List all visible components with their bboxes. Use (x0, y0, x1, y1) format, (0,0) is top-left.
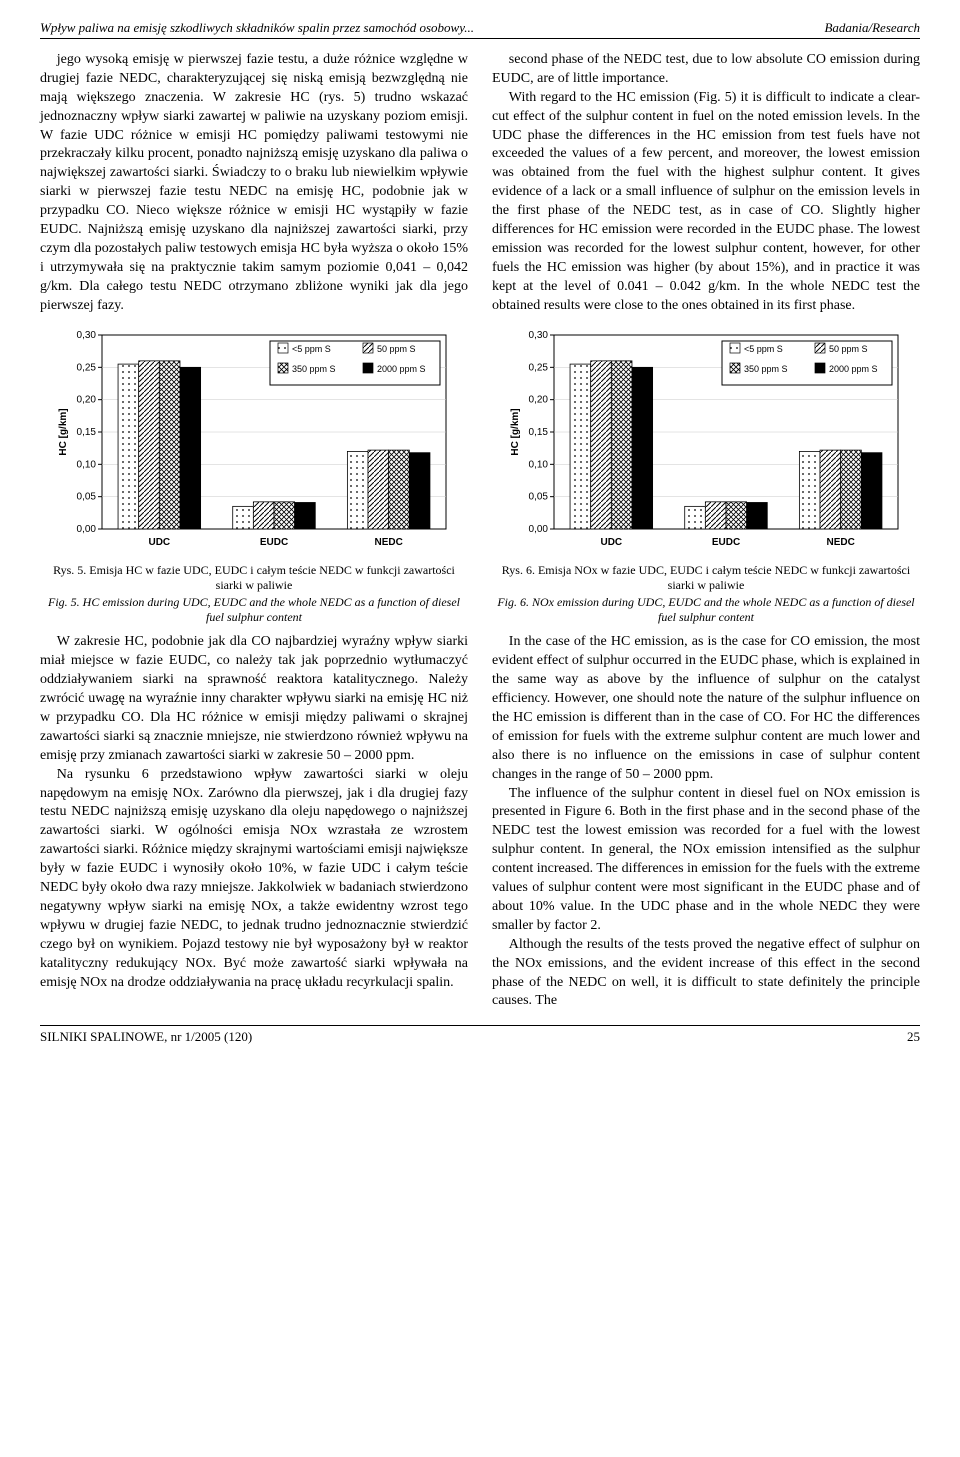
fig6-caption-en: Fig. 6. NOx emission during UDC, EUDC an… (492, 595, 920, 625)
svg-text:350 ppm S: 350 ppm S (744, 364, 788, 374)
svg-text:0,30: 0,30 (529, 330, 549, 341)
left-column: jego wysoką emisję w pierwszej fazie tes… (40, 51, 468, 1011)
page-footer: SILNIKI SPALINOWE, nr 1/2005 (120) 25 (40, 1025, 920, 1045)
svg-text:0,20: 0,20 (77, 395, 97, 406)
svg-text:2000 ppm S: 2000 ppm S (377, 364, 426, 374)
svg-text:UDC: UDC (600, 537, 622, 548)
svg-text:<5 ppm S: <5 ppm S (292, 344, 331, 354)
right-para-3: In the case of the HC emission, as is th… (492, 633, 920, 784)
svg-text:HC [g/km]: HC [g/km] (58, 409, 69, 456)
svg-text:0,20: 0,20 (529, 395, 549, 406)
svg-text:350 ppm S: 350 ppm S (292, 364, 336, 374)
left-para-2: W zakresie HC, podobnie jak dla CO najba… (40, 633, 468, 765)
svg-text:0,05: 0,05 (77, 492, 97, 503)
svg-text:NEDC: NEDC (826, 537, 854, 548)
svg-text:EUDC: EUDC (260, 537, 288, 548)
figure-5-caption: Rys. 5. Emisja HC w fazie UDC, EUDC i ca… (40, 563, 468, 625)
svg-text:50 ppm S: 50 ppm S (377, 344, 416, 354)
hc-chart-svg: 0,00 0,05 0,10 0,15 0,20 0,25 0,30 HC [g/km] UDC… (54, 327, 454, 557)
right-para-4: The influence of the sulphur content in … (492, 785, 920, 936)
svg-text:2000 ppm S: 2000 ppm S (829, 364, 878, 374)
figure-6-chart: 0,00 0,05 0,10 0,15 0,20 0,25 0,30 HC [g/km] UDC… (492, 327, 920, 557)
svg-text:NEDC: NEDC (374, 537, 402, 548)
svg-text:<5 ppm S: <5 ppm S (744, 344, 783, 354)
svg-text:0,00: 0,00 (77, 524, 97, 535)
fig5-caption-pl: Rys. 5. Emisja HC w fazie UDC, EUDC i ca… (40, 563, 468, 593)
footer-journal: SILNIKI SPALINOWE, nr 1/2005 (120) (40, 1029, 252, 1045)
figure-5-chart: 0,00 0,05 0,10 0,15 0,20 0,25 0,30 HC [g/km] UDC… (40, 327, 468, 557)
footer-page-number: 25 (907, 1029, 920, 1045)
fig6-caption-pl: Rys. 6. Emisja NOx w fazie UDC, EUDC i c… (492, 563, 920, 593)
nox-chart-svg: 0,00 0,05 0,10 0,15 0,20 0,25 0,30 HC [g/km] UDC… (506, 327, 906, 557)
svg-text:0,25: 0,25 (77, 363, 97, 374)
right-para-1: second phase of the NEDC test, due to lo… (492, 51, 920, 89)
svg-text:HC [g/km]: HC [g/km] (510, 409, 521, 456)
svg-text:0,00: 0,00 (529, 524, 549, 535)
svg-text:UDC: UDC (148, 537, 170, 548)
left-para-3: Na rysunku 6 przedstawiono wpływ zawarto… (40, 766, 468, 993)
right-column: second phase of the NEDC test, due to lo… (492, 51, 920, 1011)
svg-text:EUDC: EUDC (712, 537, 740, 548)
svg-text:0,30: 0,30 (77, 330, 97, 341)
svg-text:0,05: 0,05 (529, 492, 549, 503)
page-header: Wpływ paliwa na emisję szkodliwych skład… (40, 20, 920, 39)
svg-text:0,10: 0,10 (529, 460, 549, 471)
left-para-1: jego wysoką emisję w pierwszej fazie tes… (40, 51, 468, 315)
right-para-2: With regard to the HC emission (Fig. 5) … (492, 89, 920, 316)
svg-text:0,25: 0,25 (529, 363, 549, 374)
svg-text:0,15: 0,15 (529, 427, 549, 438)
svg-text:0,10: 0,10 (77, 460, 97, 471)
fig5-caption-en: Fig. 5. HC emission during UDC, EUDC and… (40, 595, 468, 625)
svg-text:50 ppm S: 50 ppm S (829, 344, 868, 354)
svg-text:0,15: 0,15 (77, 427, 97, 438)
two-column-layout: jego wysoką emisję w pierwszej fazie tes… (40, 51, 920, 1011)
right-para-5: Although the results of the tests proved… (492, 936, 920, 1012)
figure-6-caption: Rys. 6. Emisja NOx w fazie UDC, EUDC i c… (492, 563, 920, 625)
header-section: Badania/Research (824, 20, 920, 36)
header-title: Wpływ paliwa na emisję szkodliwych skład… (40, 20, 474, 36)
